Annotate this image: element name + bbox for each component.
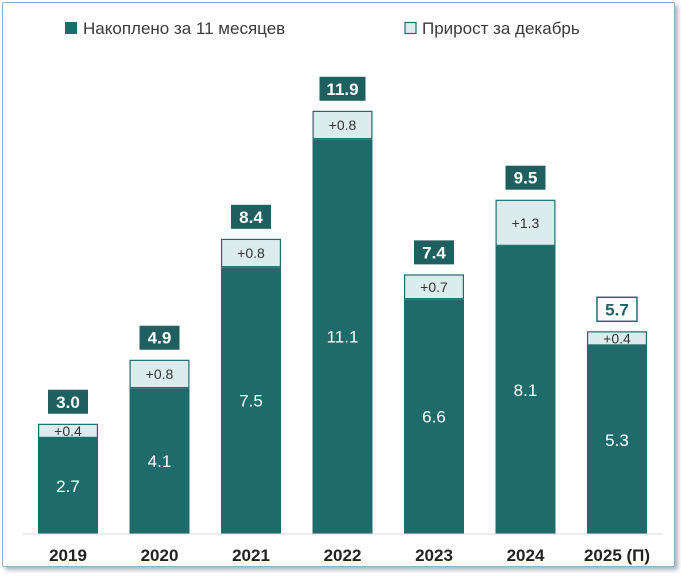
bar-accumulated-4 [404, 299, 464, 534]
x-tick-6: 2025 (П) [584, 546, 650, 565]
bar-accumulated-1 [129, 388, 190, 534]
total-label-6: 5.7 [605, 300, 629, 319]
legend-swatch-accumulated [65, 22, 77, 34]
bar-accumulated-6 [587, 345, 647, 534]
x-tick-2: 2021 [232, 546, 270, 565]
stacked-bar-chart: Накоплено за 11 месяцев Прирост за декаб… [23, 19, 663, 565]
chart-frame: Накоплено за 11 месяцев Прирост за декаб… [2, 2, 675, 567]
total-label-5: 9.5 [514, 169, 538, 188]
label-accumulated-4: 6.6 [422, 408, 446, 427]
bar-accumulated-3 [312, 139, 373, 534]
label-accumulated-3: 11.1 [327, 328, 359, 347]
total-label-box-1 [139, 325, 180, 350]
x-axis-ticks: 2019 2020 2021 2022 2023 2024 2025 (П) [49, 546, 650, 565]
bar-december-1 [129, 359, 190, 389]
total-label-0: 3.0 [56, 393, 80, 412]
label-december-6: +0.4 [603, 330, 631, 346]
x-tick-4: 2023 [415, 546, 453, 565]
label-accumulated-0: 2.7 [56, 477, 80, 496]
total-label-box-6 [596, 296, 638, 323]
total-label-3: 11.9 [326, 80, 358, 99]
legend-label-december: Прирост за декабрь [422, 19, 580, 38]
total-label-box-0 [48, 389, 88, 414]
total-label-4: 7.4 [422, 243, 446, 262]
label-december-4: +0.7 [420, 279, 448, 295]
bars-layer: 2.7 +0.4 3.0 4.1 +0.8 4.9 7.5 +0.8 8.4 11.1 +0.8 11… [37, 76, 647, 534]
total-label-box-4 [414, 240, 454, 265]
label-december-0: +0.4 [54, 423, 82, 439]
bar-december-3 [312, 110, 373, 140]
bar-december-4 [404, 274, 465, 300]
bar-december-0 [37, 423, 98, 438]
total-label-box-2 [231, 204, 271, 229]
legend-swatch-december [404, 21, 417, 35]
legend-label-accumulated: Накоплено за 11 месяцев [83, 19, 285, 38]
label-accumulated-5: 8.1 [514, 381, 538, 400]
label-accumulated-6: 5.3 [605, 431, 629, 450]
bar-accumulated-0 [38, 437, 98, 534]
label-december-5: +1.3 [512, 215, 540, 231]
bar-accumulated-2 [221, 267, 281, 534]
bar-accumulated-5 [495, 245, 556, 534]
x-tick-1: 2020 [141, 546, 179, 565]
bar-december-5 [495, 199, 556, 246]
total-label-box-5 [505, 165, 546, 190]
label-december-1: +0.8 [146, 366, 174, 382]
x-tick-3: 2022 [324, 546, 362, 565]
label-december-2: +0.8 [237, 245, 265, 261]
bar-december-6 [586, 331, 647, 346]
total-label-1: 4.9 [148, 329, 172, 348]
bar-december-2 [221, 238, 282, 268]
label-accumulated-1: 4.1 [148, 452, 172, 471]
total-label-2: 8.4 [239, 208, 263, 227]
label-december-3: +0.8 [329, 117, 357, 133]
x-tick-0: 2019 [49, 546, 87, 565]
legend: Накоплено за 11 месяцев Прирост за декаб… [65, 19, 580, 38]
total-label-box-3 [319, 76, 366, 101]
label-accumulated-2: 7.5 [239, 392, 263, 411]
x-tick-5: 2024 [507, 546, 545, 565]
